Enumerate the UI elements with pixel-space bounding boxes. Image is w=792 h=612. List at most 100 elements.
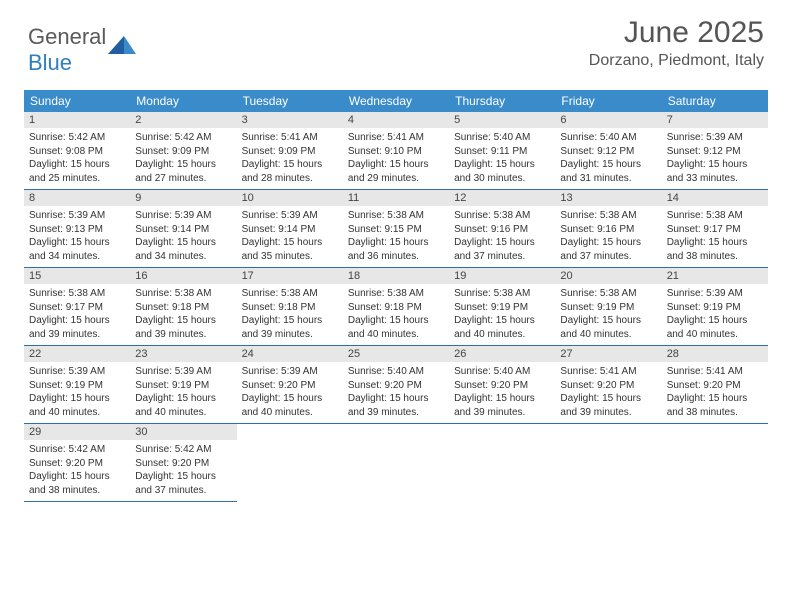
day-info: Sunrise: 5:41 AMSunset: 9:20 PMDaylight:…: [662, 362, 768, 419]
day-header: Wednesday: [343, 90, 449, 112]
day-info: Sunrise: 5:39 AMSunset: 9:20 PMDaylight:…: [237, 362, 343, 419]
week-row: 22Sunrise: 5:39 AMSunset: 9:19 PMDayligh…: [24, 346, 768, 424]
day-number: 22: [24, 346, 130, 362]
day-cell: 2Sunrise: 5:42 AMSunset: 9:09 PMDaylight…: [130, 112, 236, 190]
day-cell: 25Sunrise: 5:40 AMSunset: 9:20 PMDayligh…: [343, 346, 449, 424]
day-cell: 10Sunrise: 5:39 AMSunset: 9:14 PMDayligh…: [237, 190, 343, 268]
day-info: Sunrise: 5:39 AMSunset: 9:14 PMDaylight:…: [130, 206, 236, 263]
day-info: Sunrise: 5:38 AMSunset: 9:15 PMDaylight:…: [343, 206, 449, 263]
day-number: 28: [662, 346, 768, 362]
day-number: 20: [555, 268, 661, 284]
day-cell: 13Sunrise: 5:38 AMSunset: 9:16 PMDayligh…: [555, 190, 661, 268]
week-row: 1Sunrise: 5:42 AMSunset: 9:08 PMDaylight…: [24, 112, 768, 190]
day-number: 15: [24, 268, 130, 284]
day-header: Tuesday: [237, 90, 343, 112]
day-header-row: SundayMondayTuesdayWednesdayThursdayFrid…: [24, 90, 768, 112]
day-info: Sunrise: 5:42 AMSunset: 9:09 PMDaylight:…: [130, 128, 236, 185]
day-info: Sunrise: 5:38 AMSunset: 9:18 PMDaylight:…: [343, 284, 449, 341]
calendar-table: SundayMondayTuesdayWednesdayThursdayFrid…: [24, 90, 768, 502]
day-cell: 9Sunrise: 5:39 AMSunset: 9:14 PMDaylight…: [130, 190, 236, 268]
day-number: 6: [555, 112, 661, 128]
day-number: 3: [237, 112, 343, 128]
day-number: 29: [24, 424, 130, 440]
day-cell: 17Sunrise: 5:38 AMSunset: 9:18 PMDayligh…: [237, 268, 343, 346]
day-info: Sunrise: 5:39 AMSunset: 9:19 PMDaylight:…: [130, 362, 236, 419]
logo: General Blue: [28, 24, 138, 76]
week-row: 8Sunrise: 5:39 AMSunset: 9:13 PMDaylight…: [24, 190, 768, 268]
day-cell: [343, 424, 449, 502]
day-number: 26: [449, 346, 555, 362]
day-info: Sunrise: 5:38 AMSunset: 9:16 PMDaylight:…: [449, 206, 555, 263]
day-number: 9: [130, 190, 236, 206]
day-cell: 12Sunrise: 5:38 AMSunset: 9:16 PMDayligh…: [449, 190, 555, 268]
day-info: Sunrise: 5:39 AMSunset: 9:19 PMDaylight:…: [24, 362, 130, 419]
day-header: Thursday: [449, 90, 555, 112]
week-row: 29Sunrise: 5:42 AMSunset: 9:20 PMDayligh…: [24, 424, 768, 502]
day-info: Sunrise: 5:38 AMSunset: 9:18 PMDaylight:…: [130, 284, 236, 341]
day-cell: [237, 424, 343, 502]
day-info: Sunrise: 5:39 AMSunset: 9:19 PMDaylight:…: [662, 284, 768, 341]
day-cell: 23Sunrise: 5:39 AMSunset: 9:19 PMDayligh…: [130, 346, 236, 424]
day-info: Sunrise: 5:38 AMSunset: 9:18 PMDaylight:…: [237, 284, 343, 341]
logo-text: General Blue: [28, 24, 106, 76]
day-cell: [555, 424, 661, 502]
day-info: Sunrise: 5:38 AMSunset: 9:16 PMDaylight:…: [555, 206, 661, 263]
day-number: 12: [449, 190, 555, 206]
day-cell: 26Sunrise: 5:40 AMSunset: 9:20 PMDayligh…: [449, 346, 555, 424]
day-cell: 15Sunrise: 5:38 AMSunset: 9:17 PMDayligh…: [24, 268, 130, 346]
day-cell: 16Sunrise: 5:38 AMSunset: 9:18 PMDayligh…: [130, 268, 236, 346]
logo-word-1: General: [28, 24, 106, 49]
day-number: 17: [237, 268, 343, 284]
day-cell: 18Sunrise: 5:38 AMSunset: 9:18 PMDayligh…: [343, 268, 449, 346]
location-text: Dorzano, Piedmont, Italy: [589, 52, 764, 70]
day-number: 13: [555, 190, 661, 206]
day-cell: 21Sunrise: 5:39 AMSunset: 9:19 PMDayligh…: [662, 268, 768, 346]
day-info: Sunrise: 5:40 AMSunset: 9:20 PMDaylight:…: [343, 362, 449, 419]
header: General Blue June 2025 Dorzano, Piedmont…: [0, 0, 792, 84]
day-info: Sunrise: 5:40 AMSunset: 9:20 PMDaylight:…: [449, 362, 555, 419]
day-number: 30: [130, 424, 236, 440]
day-number: 25: [343, 346, 449, 362]
day-cell: 6Sunrise: 5:40 AMSunset: 9:12 PMDaylight…: [555, 112, 661, 190]
day-cell: 27Sunrise: 5:41 AMSunset: 9:20 PMDayligh…: [555, 346, 661, 424]
day-header: Monday: [130, 90, 236, 112]
day-number: 24: [237, 346, 343, 362]
day-cell: 20Sunrise: 5:38 AMSunset: 9:19 PMDayligh…: [555, 268, 661, 346]
logo-word-2: Blue: [28, 50, 72, 75]
day-info: Sunrise: 5:38 AMSunset: 9:17 PMDaylight:…: [24, 284, 130, 341]
day-cell: 22Sunrise: 5:39 AMSunset: 9:19 PMDayligh…: [24, 346, 130, 424]
day-number: 21: [662, 268, 768, 284]
day-cell: 5Sunrise: 5:40 AMSunset: 9:11 PMDaylight…: [449, 112, 555, 190]
day-number: 11: [343, 190, 449, 206]
title-block: June 2025 Dorzano, Piedmont, Italy: [589, 16, 764, 70]
day-info: Sunrise: 5:41 AMSunset: 9:20 PMDaylight:…: [555, 362, 661, 419]
week-row: 15Sunrise: 5:38 AMSunset: 9:17 PMDayligh…: [24, 268, 768, 346]
day-number: 4: [343, 112, 449, 128]
day-info: Sunrise: 5:42 AMSunset: 9:08 PMDaylight:…: [24, 128, 130, 185]
day-number: 7: [662, 112, 768, 128]
day-info: Sunrise: 5:40 AMSunset: 9:12 PMDaylight:…: [555, 128, 661, 185]
day-number: 27: [555, 346, 661, 362]
day-cell: 30Sunrise: 5:42 AMSunset: 9:20 PMDayligh…: [130, 424, 236, 502]
day-cell: 14Sunrise: 5:38 AMSunset: 9:17 PMDayligh…: [662, 190, 768, 268]
day-info: Sunrise: 5:38 AMSunset: 9:17 PMDaylight:…: [662, 206, 768, 263]
day-info: Sunrise: 5:40 AMSunset: 9:11 PMDaylight:…: [449, 128, 555, 185]
day-info: Sunrise: 5:42 AMSunset: 9:20 PMDaylight:…: [130, 440, 236, 497]
day-info: Sunrise: 5:39 AMSunset: 9:12 PMDaylight:…: [662, 128, 768, 185]
day-cell: 11Sunrise: 5:38 AMSunset: 9:15 PMDayligh…: [343, 190, 449, 268]
day-cell: 4Sunrise: 5:41 AMSunset: 9:10 PMDaylight…: [343, 112, 449, 190]
day-header: Saturday: [662, 90, 768, 112]
day-info: Sunrise: 5:41 AMSunset: 9:09 PMDaylight:…: [237, 128, 343, 185]
day-cell: 1Sunrise: 5:42 AMSunset: 9:08 PMDaylight…: [24, 112, 130, 190]
day-cell: 29Sunrise: 5:42 AMSunset: 9:20 PMDayligh…: [24, 424, 130, 502]
triangle-icon: [108, 34, 138, 61]
day-info: Sunrise: 5:38 AMSunset: 9:19 PMDaylight:…: [449, 284, 555, 341]
day-info: Sunrise: 5:42 AMSunset: 9:20 PMDaylight:…: [24, 440, 130, 497]
day-info: Sunrise: 5:39 AMSunset: 9:13 PMDaylight:…: [24, 206, 130, 263]
day-info: Sunrise: 5:39 AMSunset: 9:14 PMDaylight:…: [237, 206, 343, 263]
day-number: 16: [130, 268, 236, 284]
day-cell: 24Sunrise: 5:39 AMSunset: 9:20 PMDayligh…: [237, 346, 343, 424]
day-number: 14: [662, 190, 768, 206]
day-number: 2: [130, 112, 236, 128]
day-number: 8: [24, 190, 130, 206]
